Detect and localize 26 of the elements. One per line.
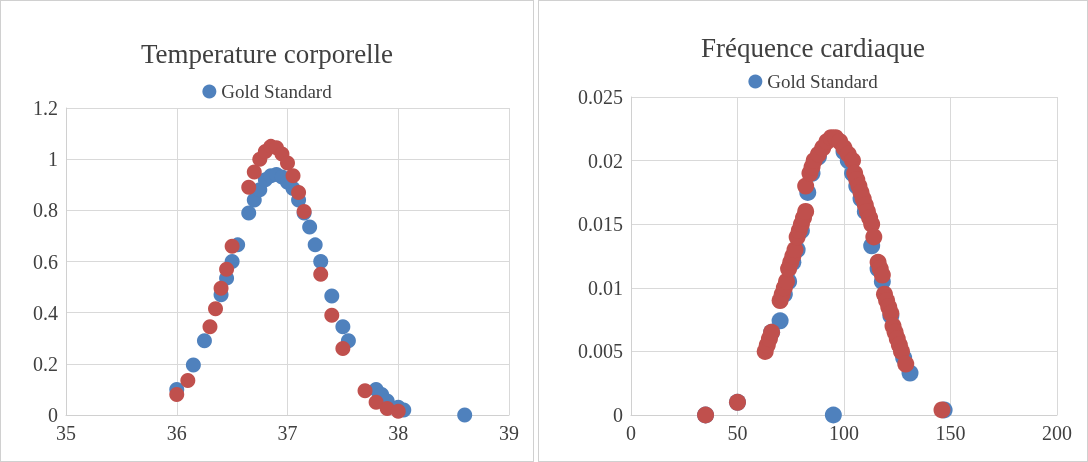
- y-tick-label: 0.025: [578, 86, 623, 108]
- y-tick-label: 0.01: [588, 276, 623, 299]
- y-tick-label: 0.8: [33, 199, 58, 222]
- y-tick-label: 1.2: [33, 97, 58, 119]
- x-tick-label: 150: [935, 422, 966, 444]
- y-tick-label: 0.005: [578, 340, 623, 363]
- x-tick-label: 35: [56, 422, 76, 444]
- y-tick-label: 0.4: [33, 301, 58, 324]
- x-tick-label: 38: [388, 422, 409, 444]
- x-tick-label: 50: [727, 422, 748, 444]
- y-tick-label: 0.6: [33, 250, 58, 273]
- x-tick-label: 36: [166, 422, 187, 444]
- legend-label: Gold Standard: [221, 81, 333, 102]
- y-tick-label: 1: [48, 148, 58, 171]
- x-tick-label: 200: [1042, 422, 1072, 444]
- x-tick-label: 37: [277, 422, 298, 444]
- legend-label: Gold Standard: [767, 71, 879, 92]
- chart-title: Fréquence cardiaque: [700, 32, 926, 63]
- y-tick-label: 0.02: [588, 149, 623, 172]
- x-tick-label: 100: [829, 422, 859, 444]
- chart-title: Temperature corporelle: [140, 38, 394, 69]
- y-tick-label: 0: [48, 404, 58, 426]
- y-tick-label: 0.2: [33, 352, 58, 375]
- y-tick-label: 0: [613, 404, 623, 426]
- y-tick-label: 0.015: [578, 213, 623, 236]
- x-tick-label: 39: [499, 422, 519, 444]
